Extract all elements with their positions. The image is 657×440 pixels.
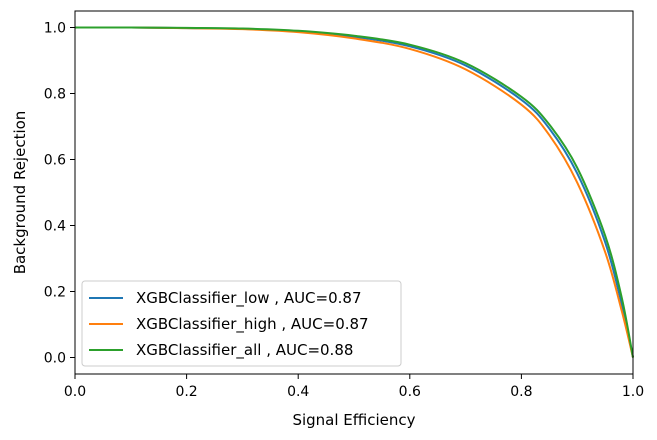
x-tick-label: 0.6 [399, 384, 421, 400]
x-tick-label: 1.0 [622, 384, 644, 400]
y-tick-label: 0.2 [44, 285, 66, 301]
x-tick-label: 0.2 [175, 384, 197, 400]
legend-label-2: XGBClassifier_high , AUC=0.87 [136, 315, 369, 334]
y-tick-label: 0.6 [44, 153, 66, 169]
plot-lines [74, 26, 634, 358]
legend: XGBClassifier_low , AUC=0.87 XGBClassifie… [81, 280, 402, 367]
plot-frame [74, 10, 634, 375]
y-axis-label: Background Rejection [11, 111, 29, 275]
x-tick-label: 0.4 [287, 384, 309, 400]
legend-label-1: XGBClassifier_low , AUC=0.87 [136, 289, 362, 308]
y-tick-label: 1.0 [44, 21, 66, 37]
y-tick-label: 0.8 [44, 87, 66, 103]
x-axis-label: Signal Efficiency [292, 411, 415, 429]
y-tick-label: 0.0 [44, 351, 66, 367]
x-axis: 0.0 0.2 0.4 0.6 0.8 1.0 [64, 374, 644, 400]
legend-label-3: XGBClassifier_all , AUC=0.88 [136, 341, 353, 360]
x-tick-label: 0.0 [64, 384, 86, 400]
y-axis: 0.0 0.2 0.4 0.6 0.8 1.0 [44, 21, 75, 367]
y-tick-label: 0.4 [44, 219, 66, 235]
legend-box [81, 280, 402, 367]
series-line-3 [74, 26, 634, 358]
x-tick-label: 0.8 [510, 384, 532, 400]
